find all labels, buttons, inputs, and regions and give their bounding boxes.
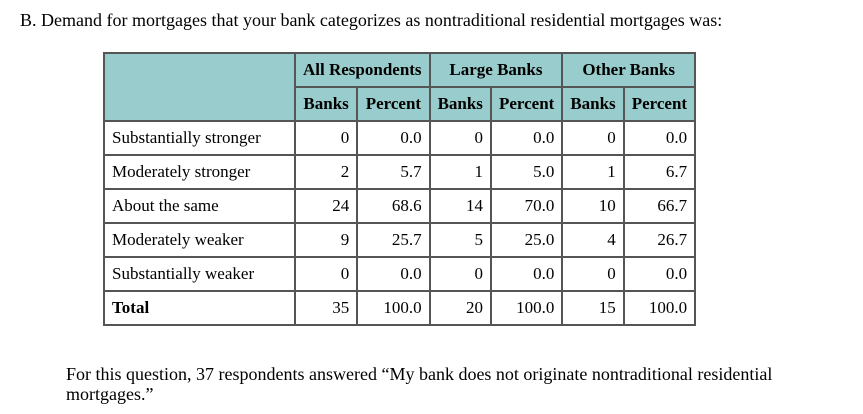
row-label: Moderately stronger xyxy=(103,154,296,190)
cell-value: 0.0 xyxy=(489,120,564,156)
cell-value: 0 xyxy=(293,256,359,292)
table-row: About the same 24 68.6 14 70.0 10 66.7 xyxy=(103,188,697,224)
cell-value: 100.0 xyxy=(356,290,431,326)
cell-value: 0 xyxy=(428,256,492,292)
subheader: Percent xyxy=(622,86,697,122)
cell-value: 0.0 xyxy=(489,256,564,292)
group-header: Other Banks xyxy=(561,52,697,88)
row-label: Substantially stronger xyxy=(103,120,296,156)
cell-value: 0.0 xyxy=(356,120,431,156)
cell-value: 9 xyxy=(293,222,359,258)
cell-value: 0 xyxy=(561,120,625,156)
cell-value: 6.7 xyxy=(622,154,697,190)
group-header-row: All Respondents Large Banks Other Banks xyxy=(103,52,697,122)
subheader: Percent xyxy=(489,86,564,122)
subheader-row: Banks Percent Banks Percent Banks Percent xyxy=(104,86,697,122)
cell-value: 10 xyxy=(561,188,625,224)
table-row: Total 35 100.0 20 100.0 15 100.0 xyxy=(103,290,697,326)
cell-value: 0.0 xyxy=(622,120,697,156)
cell-value: 100.0 xyxy=(622,290,697,326)
table-row: Substantially stronger 0 0.0 0 0.0 0 0.0 xyxy=(103,120,697,156)
question-text: B. Demand for mortgages that your bank c… xyxy=(20,10,723,30)
cell-value: 68.6 xyxy=(356,188,431,224)
cell-value: 25.0 xyxy=(489,222,564,258)
row-label: About the same xyxy=(103,188,296,224)
cell-value: 5 xyxy=(428,222,492,258)
table-row: Moderately stronger 2 5.7 1 5.0 1 6.7 xyxy=(103,154,697,190)
table-row: Moderately weaker 9 25.7 5 25.0 4 26.7 xyxy=(103,222,697,258)
cell-value: 0.0 xyxy=(356,256,431,292)
cell-value: 25.7 xyxy=(356,222,431,258)
cell-value: 66.7 xyxy=(622,188,697,224)
subheader: Banks xyxy=(561,86,625,122)
cell-value: 15 xyxy=(561,290,625,326)
group-header: Large Banks xyxy=(428,52,564,88)
cell-value: 24 xyxy=(293,188,359,224)
subheader: Percent xyxy=(356,86,431,122)
row-label: Total xyxy=(103,290,296,326)
row-label: Substantially weaker xyxy=(103,256,296,292)
cell-value: 0.0 xyxy=(622,256,697,292)
cell-value: 20 xyxy=(428,290,492,326)
footnote: For this question, 37 respondents answer… xyxy=(66,364,773,404)
empty-header-cell xyxy=(103,52,296,122)
cell-value: 1 xyxy=(428,154,492,190)
cell-value: 35 xyxy=(293,290,359,326)
cell-value: 2 xyxy=(293,154,359,190)
subheader: Banks xyxy=(293,86,359,122)
cell-value: 0 xyxy=(293,120,359,156)
cell-value: 5.7 xyxy=(356,154,431,190)
cell-value: 4 xyxy=(561,222,625,258)
cell-value: 5.0 xyxy=(489,154,564,190)
cell-value: 100.0 xyxy=(489,290,564,326)
results-table: All Respondents Large Banks Other Banks … xyxy=(103,52,697,326)
table-row: Substantially weaker 0 0.0 0 0.0 0 0.0 xyxy=(103,256,697,292)
subheader: Banks xyxy=(428,86,492,122)
cell-value: 0 xyxy=(428,120,492,156)
row-label: Moderately weaker xyxy=(103,222,296,258)
group-header: All Respondents xyxy=(294,52,431,88)
cell-value: 70.0 xyxy=(489,188,564,224)
cell-value: 26.7 xyxy=(622,222,697,258)
cell-value: 14 xyxy=(428,188,492,224)
cell-value: 1 xyxy=(561,154,625,190)
cell-value: 0 xyxy=(561,256,625,292)
